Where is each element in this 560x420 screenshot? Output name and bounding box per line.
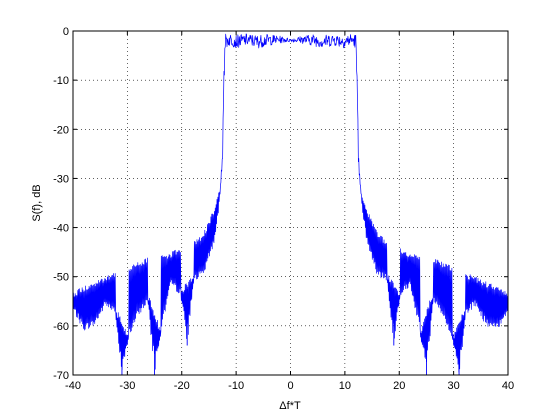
x-axis-label: Δf*T xyxy=(279,400,301,412)
data-series xyxy=(73,33,508,375)
x-tick-label: 30 xyxy=(448,380,460,392)
y-tick-label: -60 xyxy=(53,321,69,333)
y-tick-label: -40 xyxy=(53,223,69,235)
y-tick-label: -50 xyxy=(53,272,69,284)
y-tick-label: -70 xyxy=(53,370,69,382)
y-tick-label: -30 xyxy=(53,173,69,185)
x-tick-label: 20 xyxy=(393,380,405,392)
x-tick-label: 0 xyxy=(287,380,293,392)
x-tick-label: -30 xyxy=(119,380,135,392)
y-tick-label: -20 xyxy=(53,124,69,136)
x-tick-label: -10 xyxy=(228,380,244,392)
spectrum-line xyxy=(73,33,508,373)
x-tick-label: -20 xyxy=(174,380,190,392)
x-tick-label: 10 xyxy=(339,380,351,392)
x-tick-label: 40 xyxy=(502,380,514,392)
y-axis-label: S(f), dB xyxy=(31,184,43,221)
tick-labels: -40 -30 -20 -10 0 10 20 30 40 0 -10 -20 -30 -40 -50 -60… xyxy=(53,26,514,392)
y-tick-label: -10 xyxy=(53,75,69,87)
y-tick-label: 0 xyxy=(63,26,69,38)
x-tick-label: -40 xyxy=(65,380,81,392)
axis-ticks xyxy=(72,30,509,376)
